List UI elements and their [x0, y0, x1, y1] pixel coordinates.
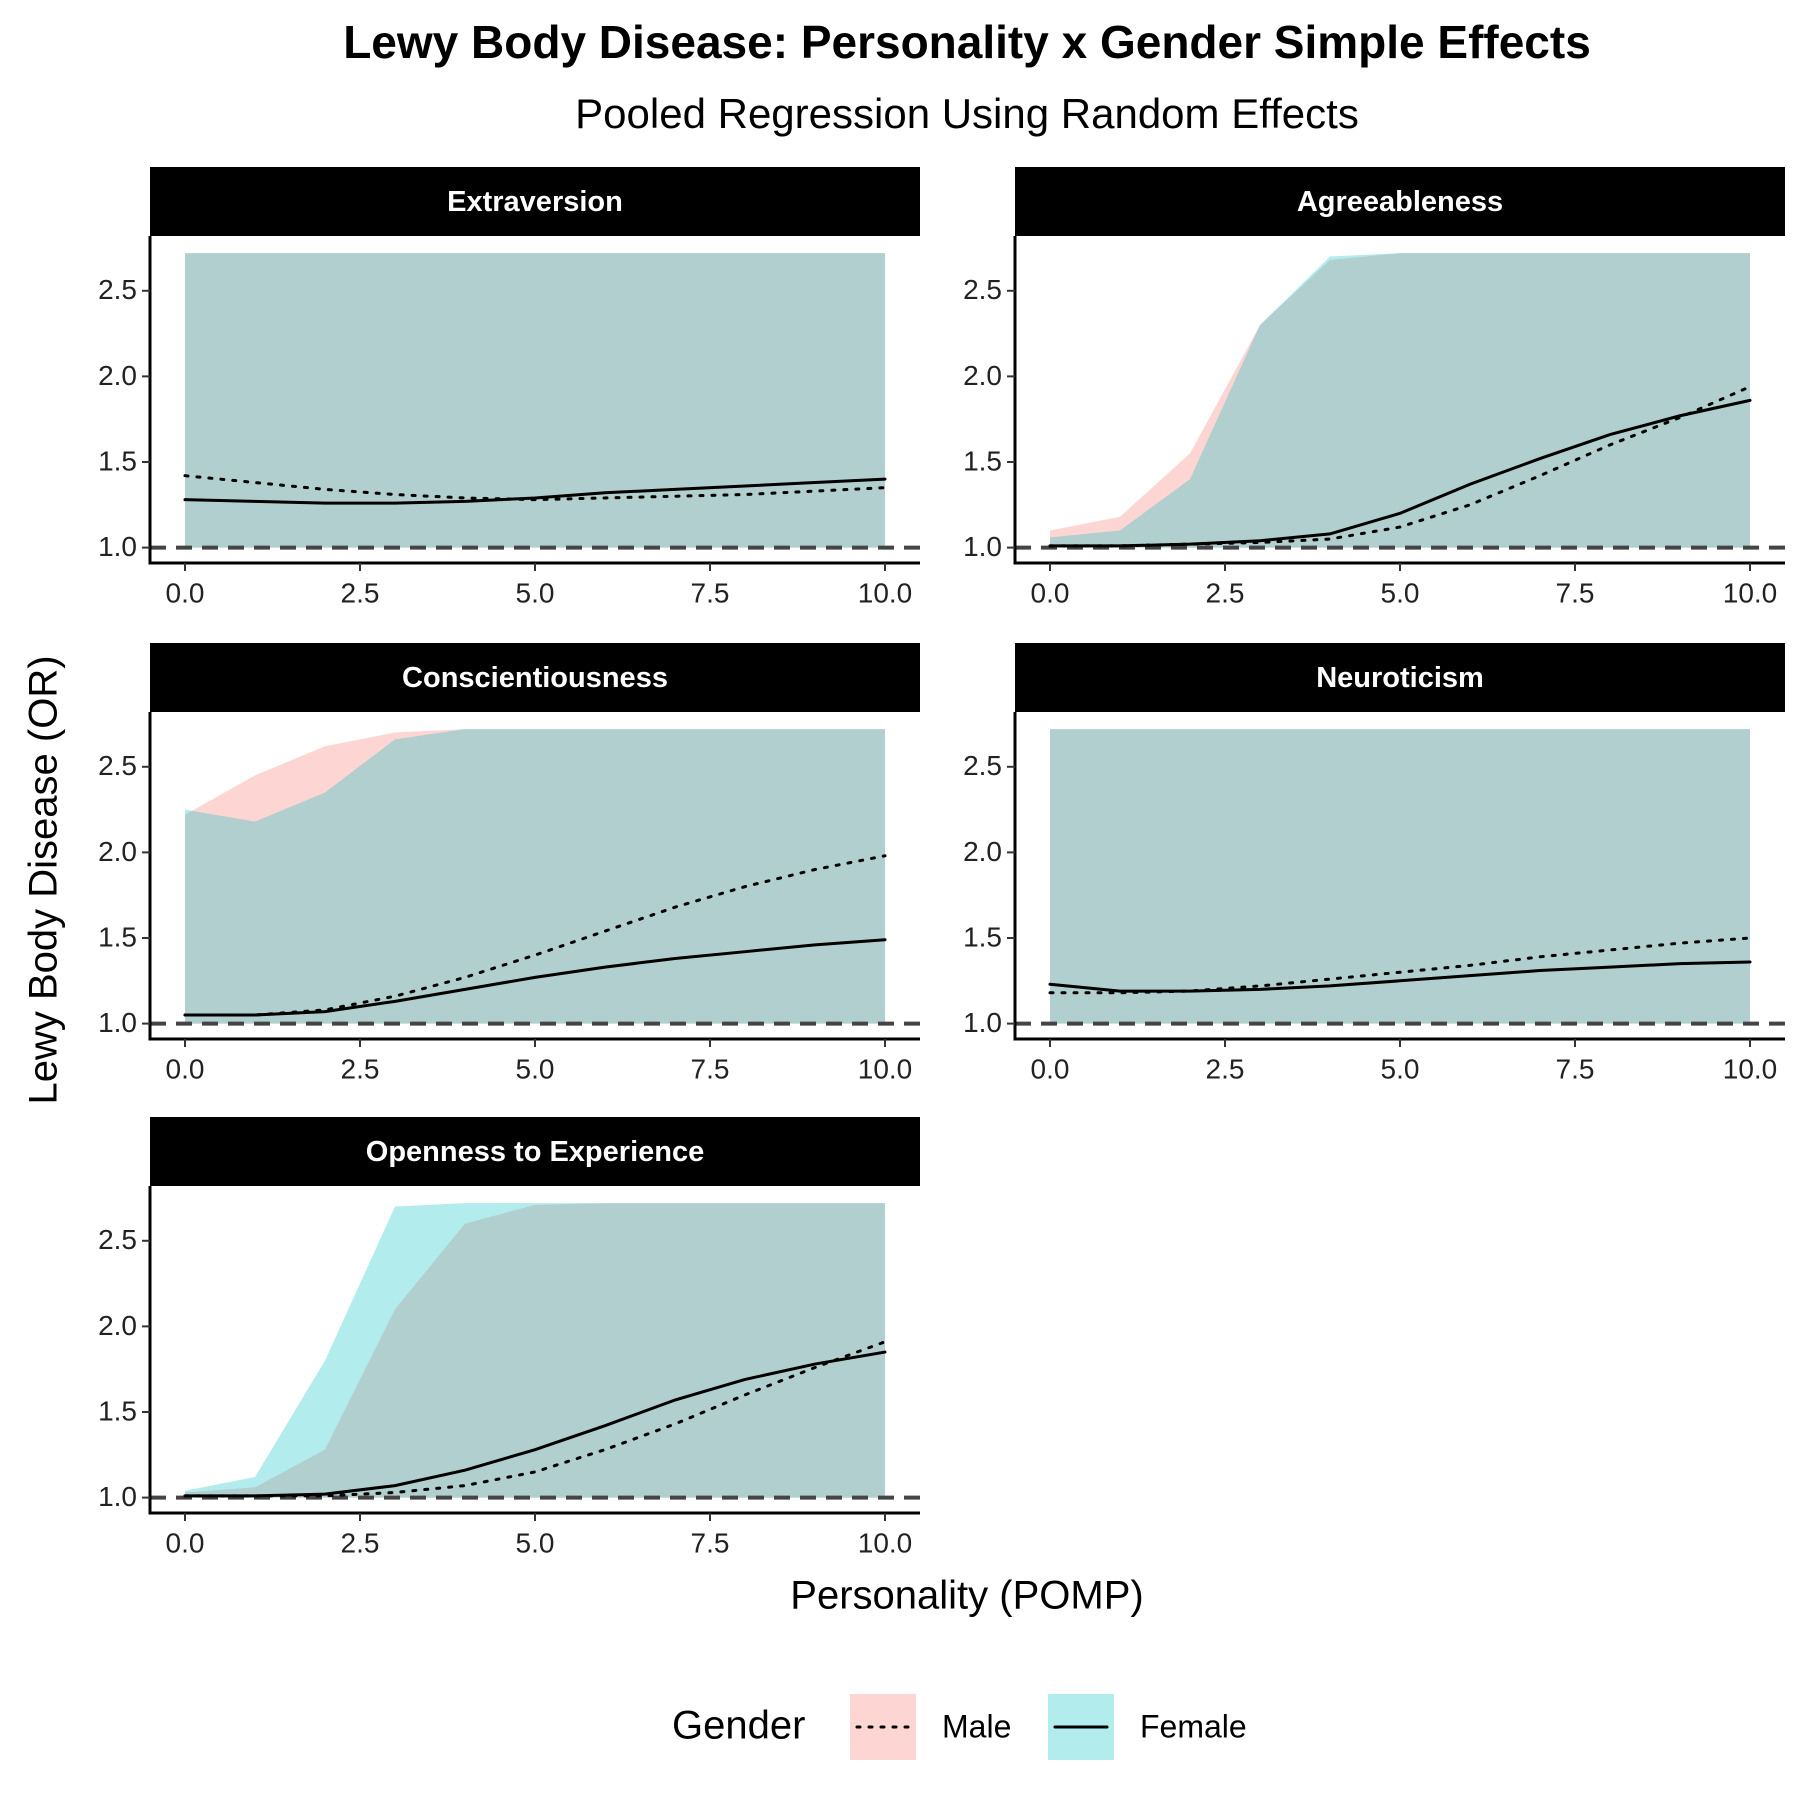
- x-tick-label: 0.0: [1031, 1053, 1070, 1084]
- x-tick-label: 7.5: [1556, 577, 1595, 608]
- x-axis-label: Personality (POMP): [790, 1574, 1143, 1618]
- facet: Extraversion 1.0 1.5 2.0 2.5 0.0 2.5 5.0 7.5 10.0: [98, 167, 920, 608]
- confidence-band: [185, 729, 885, 1024]
- x-tick-label: 0.0: [166, 577, 205, 608]
- legend: Gender Male Female: [672, 1694, 1247, 1760]
- facet: Agreeableness 1.0 1.5 2.0 2.5 0.0 2.5 5.0 7.5 10.…: [963, 167, 1785, 608]
- confidence-band: [185, 1203, 885, 1498]
- x-tick-label: 10.0: [858, 577, 913, 608]
- x-tick-label: 10.0: [1723, 577, 1778, 608]
- facet-title: Openness to Experience: [366, 1136, 704, 1168]
- x-tick-label: 0.0: [1031, 577, 1070, 608]
- series-line: [183, 1340, 887, 1498]
- series-line: [183, 474, 887, 502]
- x-tick-label: 5.0: [1381, 577, 1420, 608]
- strip: [1015, 167, 1785, 236]
- facet: Openness to Experience 1.0 1.5 2.0 2.5 0.0 2.5…: [98, 1117, 920, 1558]
- y-tick-label: 1.5: [963, 445, 1002, 476]
- chart-subtitle: Pooled Regression Using Random Effects: [575, 90, 1359, 137]
- legend-title: Gender: [672, 1704, 805, 1748]
- x-tick-label: 2.5: [341, 1527, 380, 1558]
- facet-title: Neuroticism: [1316, 662, 1484, 694]
- y-tick-label: 2.0: [963, 360, 1002, 391]
- x-tick-label: 7.5: [691, 1053, 730, 1084]
- series-line: [1048, 385, 1752, 548]
- y-tick-label: 2.0: [963, 836, 1002, 867]
- confidence-band: [1050, 729, 1750, 1024]
- y-tick-label: 1.0: [98, 531, 137, 562]
- y-tick-label: 2.5: [963, 274, 1002, 305]
- y-tick-label: 1.5: [98, 445, 137, 476]
- x-tick-label: 10.0: [858, 1527, 913, 1558]
- x-tick-label: 5.0: [1381, 1053, 1420, 1084]
- confidence-band: [1050, 729, 1750, 1024]
- y-tick-label: 1.0: [963, 1007, 1002, 1038]
- x-tick-label: 2.5: [1206, 1053, 1245, 1084]
- x-tick-label: 5.0: [516, 577, 555, 608]
- confidence-band: [185, 1203, 885, 1498]
- series-line: [1048, 960, 1752, 993]
- x-tick-label: 10.0: [1723, 1053, 1778, 1084]
- y-tick-label: 2.0: [98, 836, 137, 867]
- series-line: [183, 854, 887, 1017]
- strip: [150, 167, 920, 236]
- confidence-band: [1050, 253, 1750, 548]
- legend-label: Female: [1140, 1708, 1247, 1744]
- confidence-band: [185, 729, 885, 1024]
- y-tick-label: 2.5: [963, 750, 1002, 781]
- x-tick-label: 7.5: [691, 1527, 730, 1558]
- y-tick-label: 1.0: [963, 531, 1002, 562]
- y-axis-label: Lewy Body Disease (OR): [22, 655, 66, 1104]
- strip: [150, 643, 920, 712]
- y-tick-label: 2.0: [98, 1310, 137, 1341]
- confidence-band: [1050, 253, 1750, 548]
- x-tick-label: 0.0: [166, 1527, 205, 1558]
- confidence-band: [185, 253, 885, 548]
- y-tick-label: 1.5: [98, 1395, 137, 1426]
- facet-title: Extraversion: [447, 186, 623, 218]
- x-tick-label: 10.0: [858, 1053, 913, 1084]
- strip: [150, 1117, 920, 1186]
- x-tick-label: 2.5: [1206, 577, 1245, 608]
- facet-title: Agreeableness: [1297, 186, 1503, 218]
- series-line: [183, 938, 887, 1017]
- y-tick-label: 2.5: [98, 274, 137, 305]
- y-tick-label: 1.5: [963, 921, 1002, 952]
- y-tick-label: 1.0: [98, 1007, 137, 1038]
- x-tick-label: 0.0: [166, 1053, 205, 1084]
- facet: Conscientiousness 1.0 1.5 2.0 2.5 0.0 2.5 5.0 7.…: [98, 643, 920, 1084]
- x-tick-label: 7.5: [691, 577, 730, 608]
- x-tick-label: 7.5: [1556, 1053, 1595, 1084]
- series-line: [1048, 936, 1752, 995]
- chart-title: Lewy Body Disease: Personality x Gender …: [343, 16, 1591, 68]
- y-tick-label: 1.0: [98, 1481, 137, 1512]
- series-line: [1048, 398, 1752, 548]
- series-line: [183, 477, 887, 505]
- x-tick-label: 2.5: [341, 577, 380, 608]
- y-tick-label: 1.5: [98, 921, 137, 952]
- y-tick-label: 2.5: [98, 750, 137, 781]
- facet-title: Conscientiousness: [402, 662, 668, 694]
- x-tick-label: 5.0: [516, 1527, 555, 1558]
- series-line: [183, 1350, 887, 1498]
- x-tick-label: 5.0: [516, 1053, 555, 1084]
- facet: Neuroticism 1.0 1.5 2.0 2.5 0.0 2.5 5.0 7.5 10.0: [963, 643, 1785, 1084]
- confidence-band: [185, 253, 885, 548]
- strip: [1015, 643, 1785, 712]
- legend-label: Male: [942, 1708, 1011, 1744]
- y-tick-label: 2.0: [98, 360, 137, 391]
- y-tick-label: 2.5: [98, 1224, 137, 1255]
- x-tick-label: 2.5: [341, 1053, 380, 1084]
